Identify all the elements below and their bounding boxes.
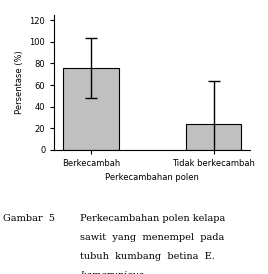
Text: Gambar  5: Gambar 5 (3, 214, 55, 223)
Y-axis label: Persentase (%): Persentase (%) (15, 50, 24, 114)
Text: Perkecambahan polen kelapa: Perkecambahan polen kelapa (80, 214, 226, 223)
Text: kamerunicus.: kamerunicus. (80, 271, 147, 274)
Bar (63, 68, 118, 150)
Text: tubuh  kumbang  betina  E.: tubuh kumbang betina E. (80, 252, 215, 261)
Bar (186, 124, 241, 150)
Text: sawit  yang  menempel  pada: sawit yang menempel pada (80, 233, 225, 242)
X-axis label: Perkecambahan polen: Perkecambahan polen (105, 173, 199, 182)
